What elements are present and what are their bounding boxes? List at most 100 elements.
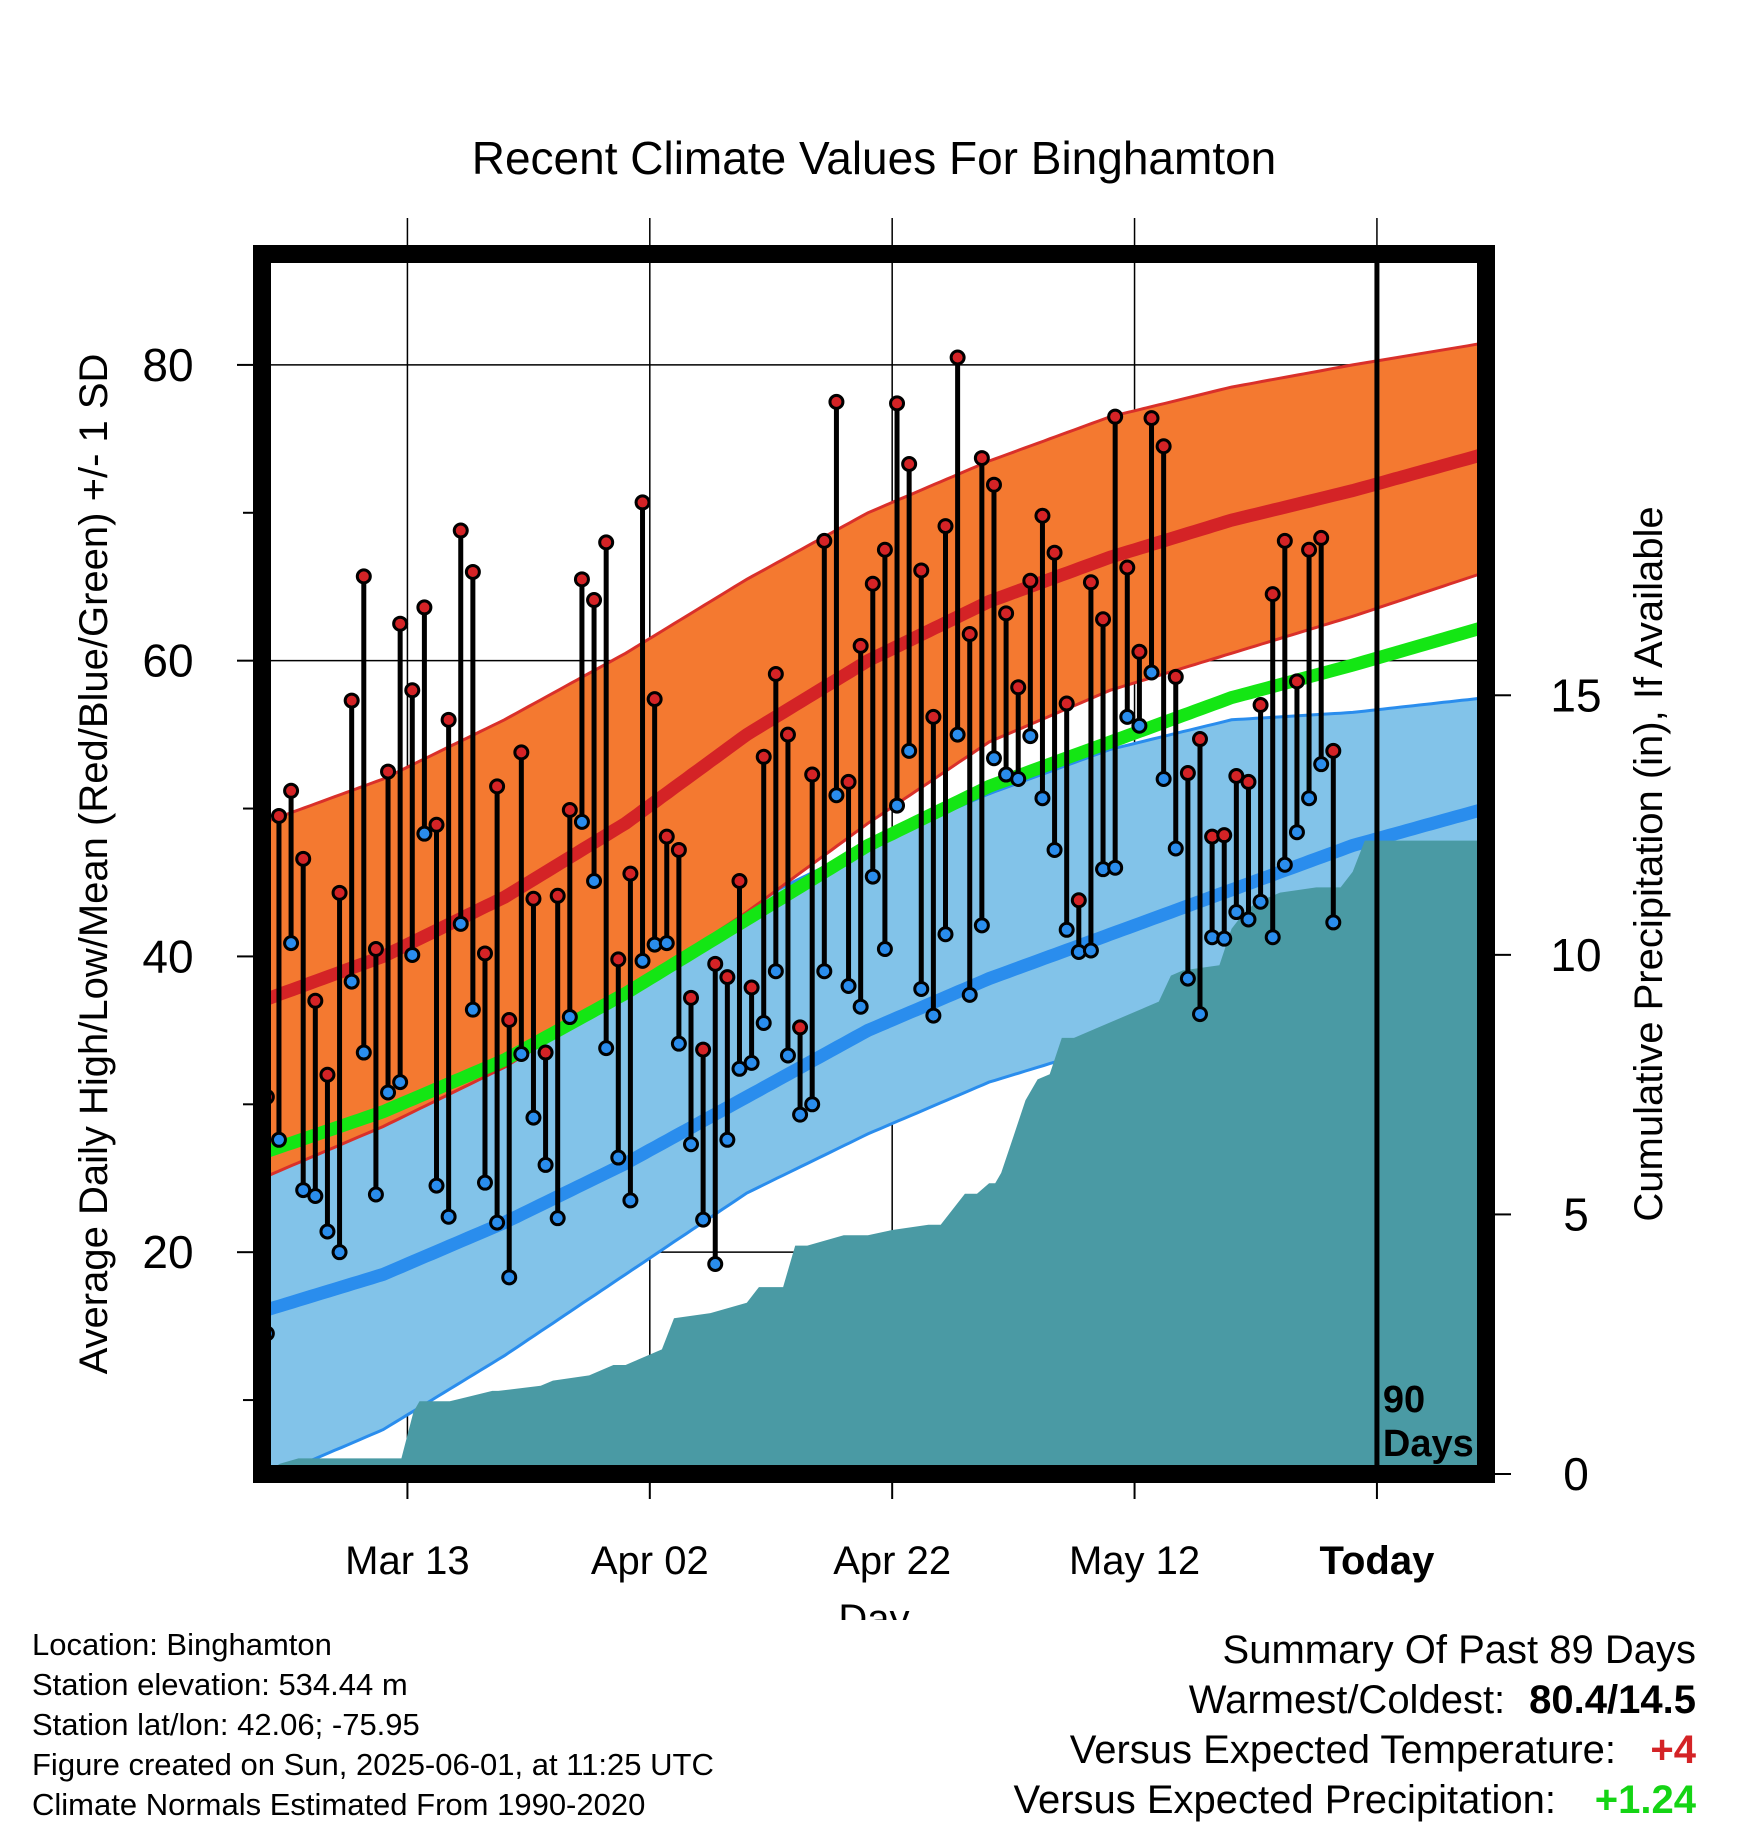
daily-high-point <box>707 955 724 972</box>
daily-high-point <box>404 682 421 699</box>
daily-low-point <box>440 1208 457 1225</box>
daily-low-point <box>561 1009 578 1026</box>
daily-high-point <box>549 887 566 904</box>
daily-low-point <box>973 917 990 934</box>
warmest-coldest-value: 80.4/14.5 <box>1529 1678 1696 1722</box>
daily-high-point <box>683 989 700 1006</box>
daily-low-point <box>925 1007 942 1024</box>
daily-low-point <box>743 1054 760 1071</box>
daily-high-point <box>343 692 360 709</box>
y-left-tick-label: 60 <box>142 635 193 687</box>
daily-high-point <box>1034 507 1051 524</box>
normal-low-sd-band <box>262 697 1486 1474</box>
daily-low-point <box>513 1046 530 1063</box>
daily-high-point <box>925 708 942 725</box>
daily-high-point <box>319 1066 336 1083</box>
daily-high-point <box>501 1012 518 1029</box>
daily-low-point <box>670 1035 687 1052</box>
daily-high-point <box>416 599 433 616</box>
daily-high-point <box>1301 541 1318 558</box>
daily-low-point <box>1179 970 1196 987</box>
location-text: Location: Binghamton <box>32 1627 332 1662</box>
daily-low-point <box>719 1131 736 1148</box>
daily-low-point <box>1191 1006 1208 1023</box>
y-left-tick-label: 40 <box>142 930 193 982</box>
daily-high-point <box>283 782 300 799</box>
daily-high-point <box>428 816 445 833</box>
precipitation-anomaly-row: Versus Expected Precipitation: +1.24 <box>1013 1775 1696 1825</box>
warmest-coldest-label: Warmest/Coldest: <box>1188 1678 1506 1722</box>
daily-low-point <box>452 915 469 932</box>
y-right-tick-label: 5 <box>1563 1188 1589 1240</box>
daily-low-point <box>1143 664 1160 681</box>
daily-low-point <box>319 1223 336 1240</box>
daily-low-point <box>683 1136 700 1153</box>
daily-low-point <box>658 935 675 952</box>
daily-high-point <box>876 541 893 558</box>
daily-high-point <box>804 766 821 783</box>
chart-title: Recent Climate Values For Binghamton <box>472 132 1277 184</box>
daily-high-point <box>937 518 954 535</box>
daily-high-point <box>1216 827 1233 844</box>
daily-low-point <box>1325 914 1342 931</box>
daily-high-point <box>1010 679 1027 696</box>
daily-high-point <box>695 1041 712 1058</box>
temperature-anomaly-value: +4 <box>1650 1728 1696 1772</box>
daily-low-point <box>1046 841 1063 858</box>
daily-low-point <box>343 973 360 990</box>
daily-high-point <box>998 605 1015 622</box>
daily-low-point <box>270 1131 287 1148</box>
x-tick-label: Mar 13 <box>345 1539 470 1583</box>
precipitation-area <box>262 840 1486 1474</box>
daily-low-point <box>1264 929 1281 946</box>
daily-high-point <box>270 807 287 824</box>
daily-high-point <box>1240 773 1257 790</box>
daily-high-point <box>889 395 906 412</box>
axes: 20 40 60 80 0 5 10 15 Mar 13 Apr 02 Apr 22 May 12 To… <box>142 339 1601 1583</box>
y-left-tick-label: 80 <box>142 339 193 391</box>
daily-high-point <box>380 763 397 780</box>
daily-high-point <box>537 1044 554 1061</box>
daily-high-point <box>755 748 772 765</box>
x-tick-label: May 12 <box>1069 1539 1200 1583</box>
daily-low-point <box>598 1040 615 1057</box>
daily-high-point <box>525 890 542 907</box>
daily-low-point <box>1301 790 1318 807</box>
daily-high-point <box>719 969 736 986</box>
daily-high-point <box>828 393 845 410</box>
daily-high-point <box>779 726 796 743</box>
x-tick-label: Apr 22 <box>833 1539 951 1583</box>
daily-low-point <box>404 946 421 963</box>
daily-high-point <box>1264 586 1281 603</box>
y-axis-label-right: Cumulative Precipitation (in), If Availa… <box>1627 506 1671 1221</box>
daily-low-point <box>755 1014 772 1031</box>
daily-low-point <box>1010 770 1027 787</box>
daily-high-point <box>852 637 869 654</box>
daily-low-point <box>1034 790 1051 807</box>
daily-low-point <box>501 1269 518 1286</box>
daily-high-point <box>355 568 372 585</box>
daily-high-point <box>658 828 675 845</box>
daily-low-point <box>840 978 857 994</box>
daily-low-point <box>380 1084 397 1101</box>
daily-low-point <box>307 1187 324 1204</box>
daily-low-point <box>1276 856 1293 873</box>
daily-high-point <box>1107 408 1124 425</box>
daily-high-point <box>1228 768 1245 785</box>
daily-low-point <box>937 926 954 943</box>
daily-low-point <box>489 1214 506 1231</box>
x-tick-label: Today <box>1320 1539 1436 1583</box>
daily-high-point <box>392 615 409 632</box>
daily-high-point <box>985 476 1002 493</box>
today-marker-label-unit: Days <box>1383 1423 1474 1465</box>
daily-low-point <box>792 1106 809 1123</box>
daily-low-point <box>949 726 966 743</box>
daily-high-point <box>1313 529 1330 546</box>
warmest-coldest-row: Warmest/Coldest: 80.4/14.5 <box>1013 1675 1696 1725</box>
latlon-text: Station lat/lon: 42.06; -75.95 <box>32 1707 420 1742</box>
daily-low-point <box>985 750 1002 767</box>
daily-high-point <box>440 711 457 728</box>
daily-high-point <box>1288 673 1305 690</box>
daily-low-point <box>1119 708 1136 725</box>
daily-low-point <box>1155 770 1172 787</box>
